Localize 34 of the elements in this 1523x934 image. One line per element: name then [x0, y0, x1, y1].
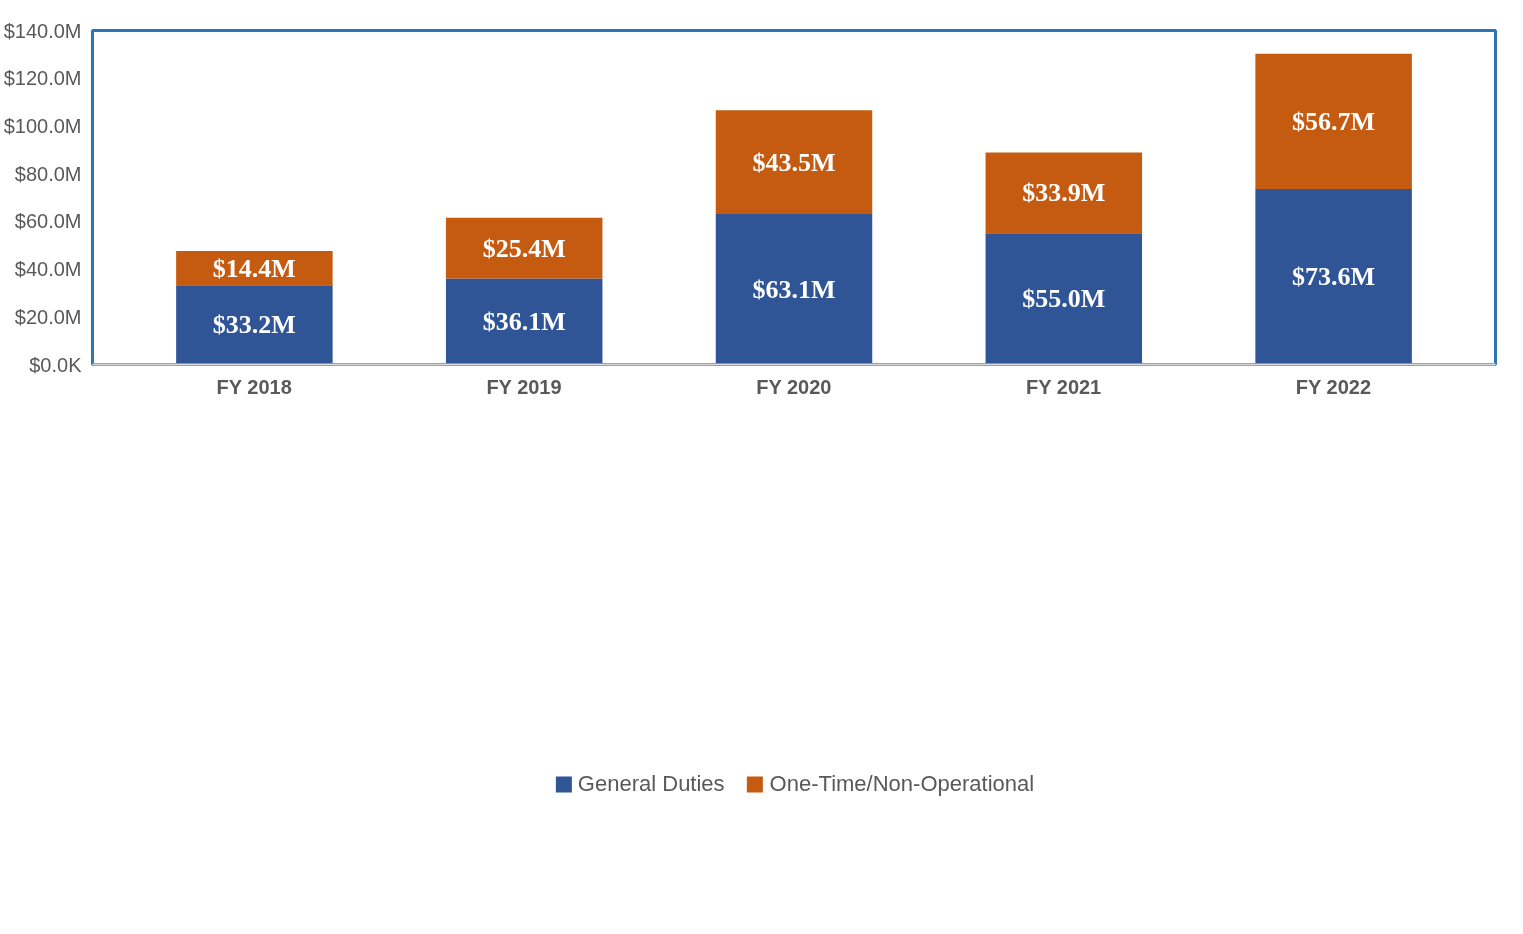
y-tick-label: $80.0M	[14, 162, 82, 185]
bar	[1255, 188, 1412, 365]
bar	[445, 278, 603, 365]
data-label: $33.9M	[1022, 178, 1106, 208]
y-tick-label: $140.0M	[3, 19, 82, 42]
bar	[715, 213, 873, 365]
data-label: $55.0M	[1022, 284, 1106, 314]
x-tick-label: FY 2018	[216, 375, 292, 398]
bar	[1255, 53, 1412, 189]
data-label: $73.6M	[1292, 262, 1376, 292]
bar	[715, 110, 873, 214]
y-tick-label: $40.0M	[14, 258, 82, 281]
y-tick-label: $100.0M	[3, 114, 82, 137]
data-label: $43.5M	[752, 147, 836, 177]
data-label: $56.7M	[1292, 106, 1376, 136]
y-tick-label: $0.0K	[29, 353, 83, 376]
x-tick-label: FY 2021	[1026, 375, 1102, 398]
bar	[985, 152, 1143, 234]
data-label: $14.4M	[212, 253, 296, 283]
data-label: $33.2M	[212, 310, 296, 340]
y-tick-label: $60.0M	[14, 210, 82, 233]
bar	[445, 217, 603, 279]
data-label: $36.1M	[482, 306, 566, 336]
legend-label: General Duties	[577, 770, 725, 797]
y-tick-label: $120.0M	[3, 67, 82, 90]
data-label: $25.4M	[482, 233, 566, 263]
data-label: $63.1M	[752, 274, 836, 304]
x-tick-label: FY 2019	[486, 375, 562, 398]
x-tick-label: FY 2020	[756, 375, 832, 398]
y-tick-label: $20.0M	[14, 305, 82, 328]
bar	[176, 285, 333, 365]
x-tick-label: FY 2022	[1295, 375, 1372, 398]
legend-label: One-Time/Non-Operational	[769, 770, 1035, 797]
bar	[985, 233, 1143, 365]
